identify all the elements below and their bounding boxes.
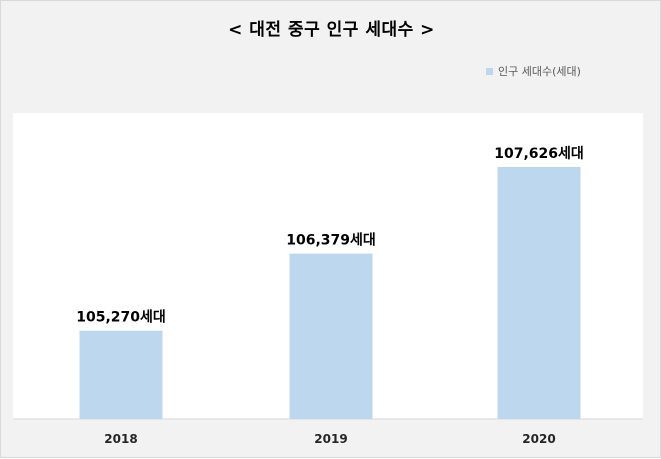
x-tick-label-2018: 2018 [104, 432, 137, 446]
x-tick-labels-layer: 2018 2019 2020 [104, 432, 555, 446]
data-label-2020: 107,626세대 [494, 146, 584, 162]
bar-2018 [79, 330, 163, 419]
data-label-2019: 106,379세대 [286, 233, 376, 249]
data-labels-layer: 105,270세대 106,379세대 107,626세대 [76, 146, 584, 326]
bar-2020 [497, 166, 581, 419]
legend-swatch [486, 67, 493, 75]
bars-layer [79, 166, 581, 419]
bar-2019 [289, 253, 373, 419]
x-tick-label-2019: 2019 [314, 432, 347, 446]
legend-label: 인구 세대수(세대) [498, 65, 581, 78]
data-label-2018: 105,270세대 [76, 310, 166, 326]
x-tick-label-2020: 2020 [522, 432, 555, 446]
chart-title: < 대전 중구 인구 세대수 > [228, 20, 435, 40]
legend: 인구 세대수(세대) [486, 63, 581, 79]
